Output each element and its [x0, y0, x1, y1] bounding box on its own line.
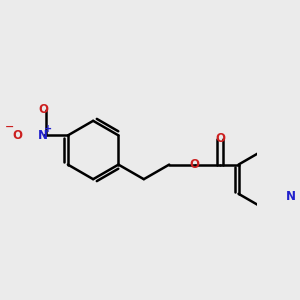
Text: +: +	[44, 124, 52, 134]
Text: N: N	[38, 129, 48, 142]
Text: O: O	[12, 129, 22, 142]
Text: N: N	[286, 190, 296, 202]
Text: O: O	[190, 158, 200, 171]
Text: O: O	[215, 132, 225, 146]
Text: −: −	[4, 122, 14, 132]
Text: O: O	[38, 103, 48, 116]
